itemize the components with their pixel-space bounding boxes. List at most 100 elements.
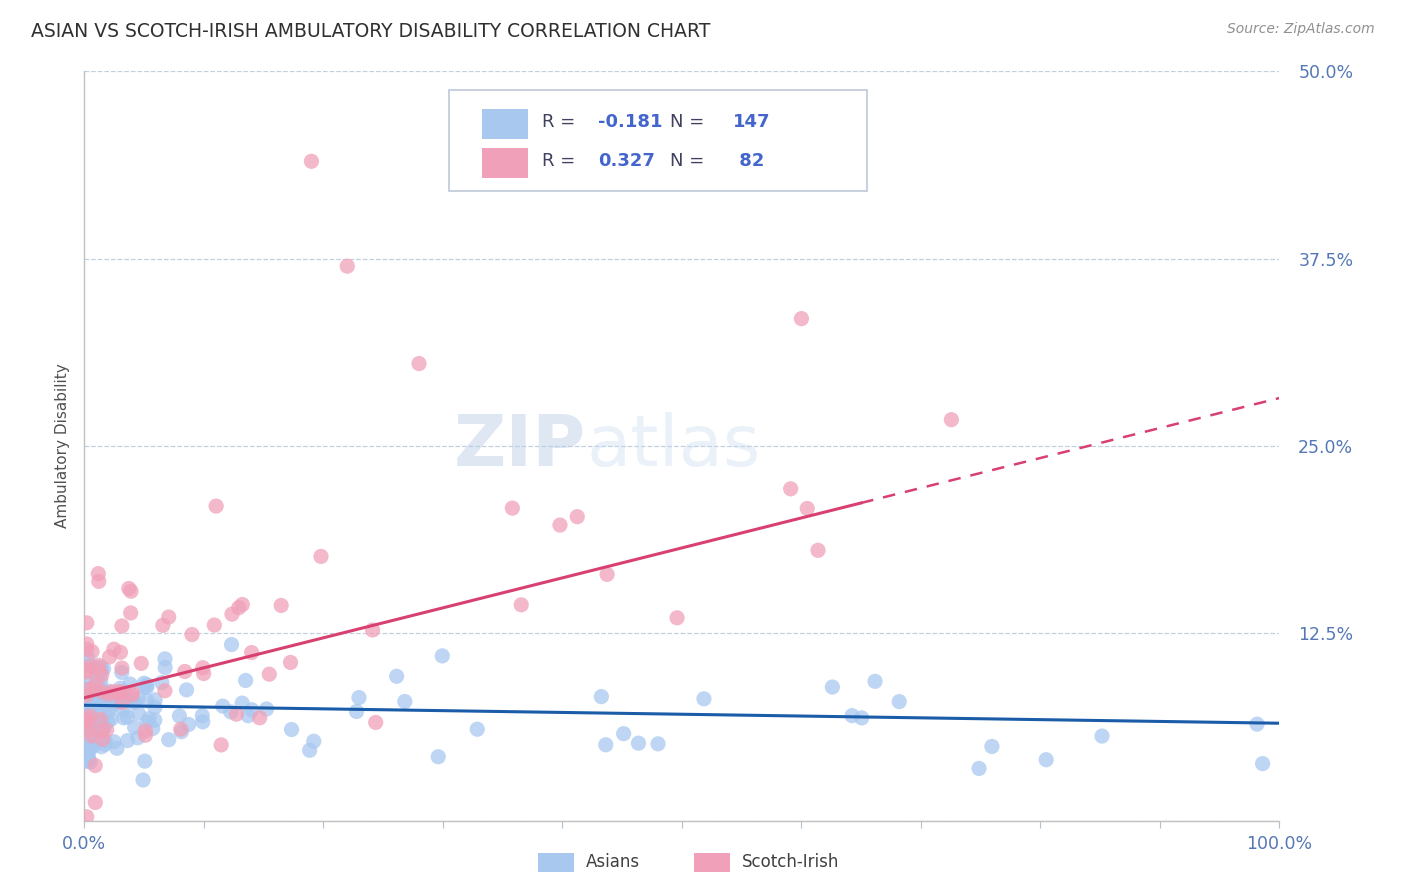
Point [104, 686, 127, 700]
Point [76, 701, 98, 715]
Point [93, 721, 115, 735]
Point [87, 566, 110, 581]
Point [77, 748, 100, 763]
Point [967, 761, 990, 775]
Point [548, 518, 571, 533]
Point [76, 701, 98, 715]
Point [120, 677, 142, 691]
Text: 82: 82 [734, 153, 765, 170]
Point [118, 582, 141, 596]
Point [89, 680, 111, 694]
Point [97, 687, 120, 701]
Point [256, 702, 278, 716]
Point [86, 673, 108, 687]
Point [87, 663, 110, 677]
Point [176, 682, 198, 697]
Point [77, 709, 100, 723]
Point [127, 731, 149, 745]
Point [98, 649, 121, 664]
Point [80, 675, 103, 690]
Point [96, 723, 118, 737]
Point [76, 637, 98, 651]
Point [157, 610, 180, 624]
Point [235, 673, 257, 688]
Point [127, 706, 149, 720]
Point [249, 711, 271, 725]
Point [89, 706, 111, 721]
Point [191, 714, 214, 729]
Point [169, 709, 191, 723]
Point [91, 715, 114, 730]
Point [153, 683, 176, 698]
Point [221, 607, 243, 621]
Point [87, 692, 110, 706]
Text: Source: ZipAtlas.com: Source: ZipAtlas.com [1227, 22, 1375, 37]
Point [117, 733, 139, 747]
Point [851, 711, 873, 725]
Point [91, 685, 114, 699]
Point [336, 259, 359, 273]
Point [613, 726, 636, 740]
Point [111, 619, 134, 633]
Point [120, 584, 142, 599]
Point [170, 724, 193, 739]
Point [280, 656, 302, 670]
Point [219, 705, 242, 719]
Point [135, 678, 157, 692]
Point [77, 716, 100, 731]
Point [408, 357, 430, 371]
Point [79, 682, 101, 697]
Point [90, 718, 112, 732]
Point [108, 694, 131, 708]
Point [193, 666, 215, 681]
Point [567, 509, 589, 524]
Point [807, 543, 830, 558]
Point [87, 574, 110, 589]
Point [202, 618, 225, 632]
Point [231, 598, 253, 612]
Point [76, 714, 98, 728]
Point [79, 755, 101, 769]
Point [79, 699, 101, 714]
Point [136, 694, 159, 708]
Point [259, 667, 281, 681]
Point [76, 715, 98, 730]
Point [666, 611, 689, 625]
Point [134, 728, 156, 742]
Point [101, 684, 124, 698]
Point [191, 708, 214, 723]
Point [100, 695, 122, 709]
Point [693, 691, 716, 706]
Point [170, 722, 193, 736]
Point [1246, 717, 1268, 731]
Point [76, 712, 98, 726]
Point [790, 311, 813, 326]
Point [79, 659, 101, 673]
Point [94, 738, 117, 752]
Point [152, 618, 174, 632]
Point [364, 715, 387, 730]
Point [76, 715, 98, 730]
Text: Asians: Asians [586, 853, 640, 871]
Point [80, 729, 103, 743]
Point [120, 606, 142, 620]
Point [97, 714, 120, 729]
Point [465, 723, 488, 737]
Point [110, 686, 132, 700]
Point [76, 665, 98, 679]
Point [76, 754, 98, 768]
Point [83, 726, 105, 740]
Point [270, 599, 292, 613]
Point [90, 739, 112, 754]
Point [153, 652, 176, 666]
Point [76, 688, 98, 702]
Point [76, 723, 98, 738]
Point [132, 772, 155, 787]
Point [111, 695, 134, 709]
Point [647, 737, 669, 751]
Point [209, 738, 232, 752]
Y-axis label: Ambulatory Disability: Ambulatory Disability [55, 364, 70, 528]
Point [76, 663, 98, 677]
Point [76, 692, 98, 706]
Point [143, 700, 166, 714]
